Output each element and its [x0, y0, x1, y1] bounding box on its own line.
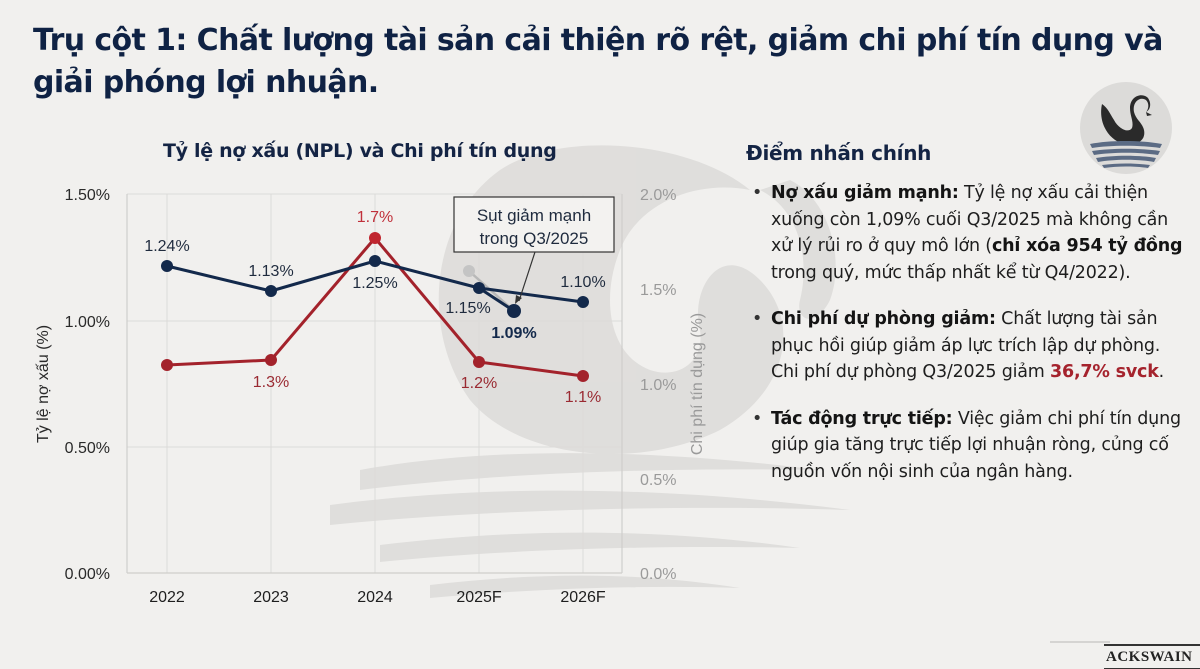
left-tick: 0.00%	[65, 566, 110, 583]
data-point	[265, 285, 277, 297]
x-tick: 2023	[253, 589, 289, 606]
data-point	[577, 296, 589, 308]
right-axis-label: Chi phí tín dụng (%)	[689, 313, 706, 455]
left-tick: 1.50%	[65, 187, 110, 204]
right-tick: 1.5%	[640, 282, 676, 299]
credit-cost-label: 1.2%	[461, 375, 497, 392]
data-point	[265, 354, 277, 366]
highlight-emphasis: chỉ xóa 954 tỷ đồng	[991, 236, 1183, 256]
black-swan-icon	[1101, 95, 1152, 145]
highlight-heading: Tác động trực tiếp:	[771, 408, 953, 429]
x-tick: 2022	[149, 589, 185, 606]
left-tick: 1.00%	[65, 314, 110, 331]
left-tick: 0.50%	[65, 440, 110, 457]
annotation-callout: Sụt giảm mạnh trong Q3/2025	[453, 196, 615, 304]
data-point	[577, 370, 589, 382]
arrow-head-icon	[515, 295, 522, 304]
highlight-text: Chất lượng tài sản phục hồi giúp giảm áp…	[771, 309, 1161, 382]
x-tick: 2024	[357, 589, 393, 606]
annotation-arrow	[518, 251, 536, 302]
left-axis-label: Tỷ lệ nợ xấu (%)	[35, 325, 52, 443]
data-point	[369, 232, 381, 244]
right-tick: 1.0%	[640, 377, 676, 394]
data-point	[161, 359, 173, 371]
logo-circle	[1080, 82, 1172, 174]
highlight-text: trong quý, mức thấp nhất kể từ Q4/2022).	[771, 262, 1131, 283]
data-point	[161, 260, 173, 272]
npl-label: 1.10%	[560, 274, 605, 291]
npl-label: 1.15%	[445, 300, 490, 317]
npl-label: 1.25%	[352, 275, 397, 292]
credit-cost-label: 1.7%	[357, 209, 393, 226]
npl-label: 1.24%	[144, 238, 189, 255]
right-tick: 0.0%	[640, 566, 676, 583]
annotation-line-2: trong Q3/2025	[480, 229, 589, 248]
chart-title: Tỷ lệ nợ xấu (NPL) và Chi phí tín dụng	[163, 140, 557, 162]
highlight-text: .	[1158, 362, 1165, 382]
npl-label: 1.13%	[248, 263, 293, 280]
annotation-line-1: Sụt giảm mạnh	[477, 206, 591, 225]
x-tick: 2026F	[560, 589, 606, 606]
black-swan-logo	[1080, 82, 1172, 174]
credit-cost-series	[161, 232, 589, 382]
highlight-heading: Chi phí dự phòng giảm:	[771, 309, 996, 329]
footer-brand: ACKSWAIN	[1104, 644, 1200, 669]
credit-cost-label: 1.1%	[565, 389, 601, 406]
highlights-title: Điểm nhấn chính	[746, 141, 932, 165]
footer-rule	[1050, 641, 1110, 643]
credit-cost-label: 1.3%	[253, 374, 289, 391]
data-point	[473, 282, 485, 294]
highlight-text: Tỷ lệ nợ xấu cải thiện xuống còn 1,09% c…	[771, 183, 1169, 256]
highlight-item: Tác động trực tiếp: Việc giảm chi phí tí…	[752, 406, 1192, 486]
highlight-text: Việc giảm chi phí tín dụng giúp gia tăng…	[771, 408, 1181, 482]
waves-icon	[1090, 141, 1162, 168]
npl-series	[161, 255, 589, 318]
data-point	[369, 255, 381, 267]
slide-title: Trụ cột 1: Chất lượng tài sản cải thiện …	[33, 23, 1163, 100]
right-tick: 0.5%	[640, 472, 676, 489]
q3-data-point	[507, 304, 521, 318]
highlight-item: Nợ xấu giảm mạnh: Tỷ lệ nợ xấu cải thiện…	[752, 180, 1192, 286]
q3-npl-label: 1.09%	[491, 325, 536, 342]
highlights-list: Nợ xấu giảm mạnh: Tỷ lệ nợ xấu cải thiện…	[752, 180, 1192, 505]
highlight-red-value: 36,7% svck	[1050, 362, 1159, 382]
data-point	[473, 356, 485, 368]
grid	[127, 193, 622, 573]
ghost-point	[463, 265, 475, 277]
x-tick: 2025F	[456, 589, 502, 606]
highlight-item: Chi phí dự phòng giảm: Chất lượng tài sả…	[752, 306, 1192, 386]
right-tick: 2.0%	[640, 187, 676, 204]
highlight-heading: Nợ xấu giảm mạnh:	[771, 183, 959, 203]
